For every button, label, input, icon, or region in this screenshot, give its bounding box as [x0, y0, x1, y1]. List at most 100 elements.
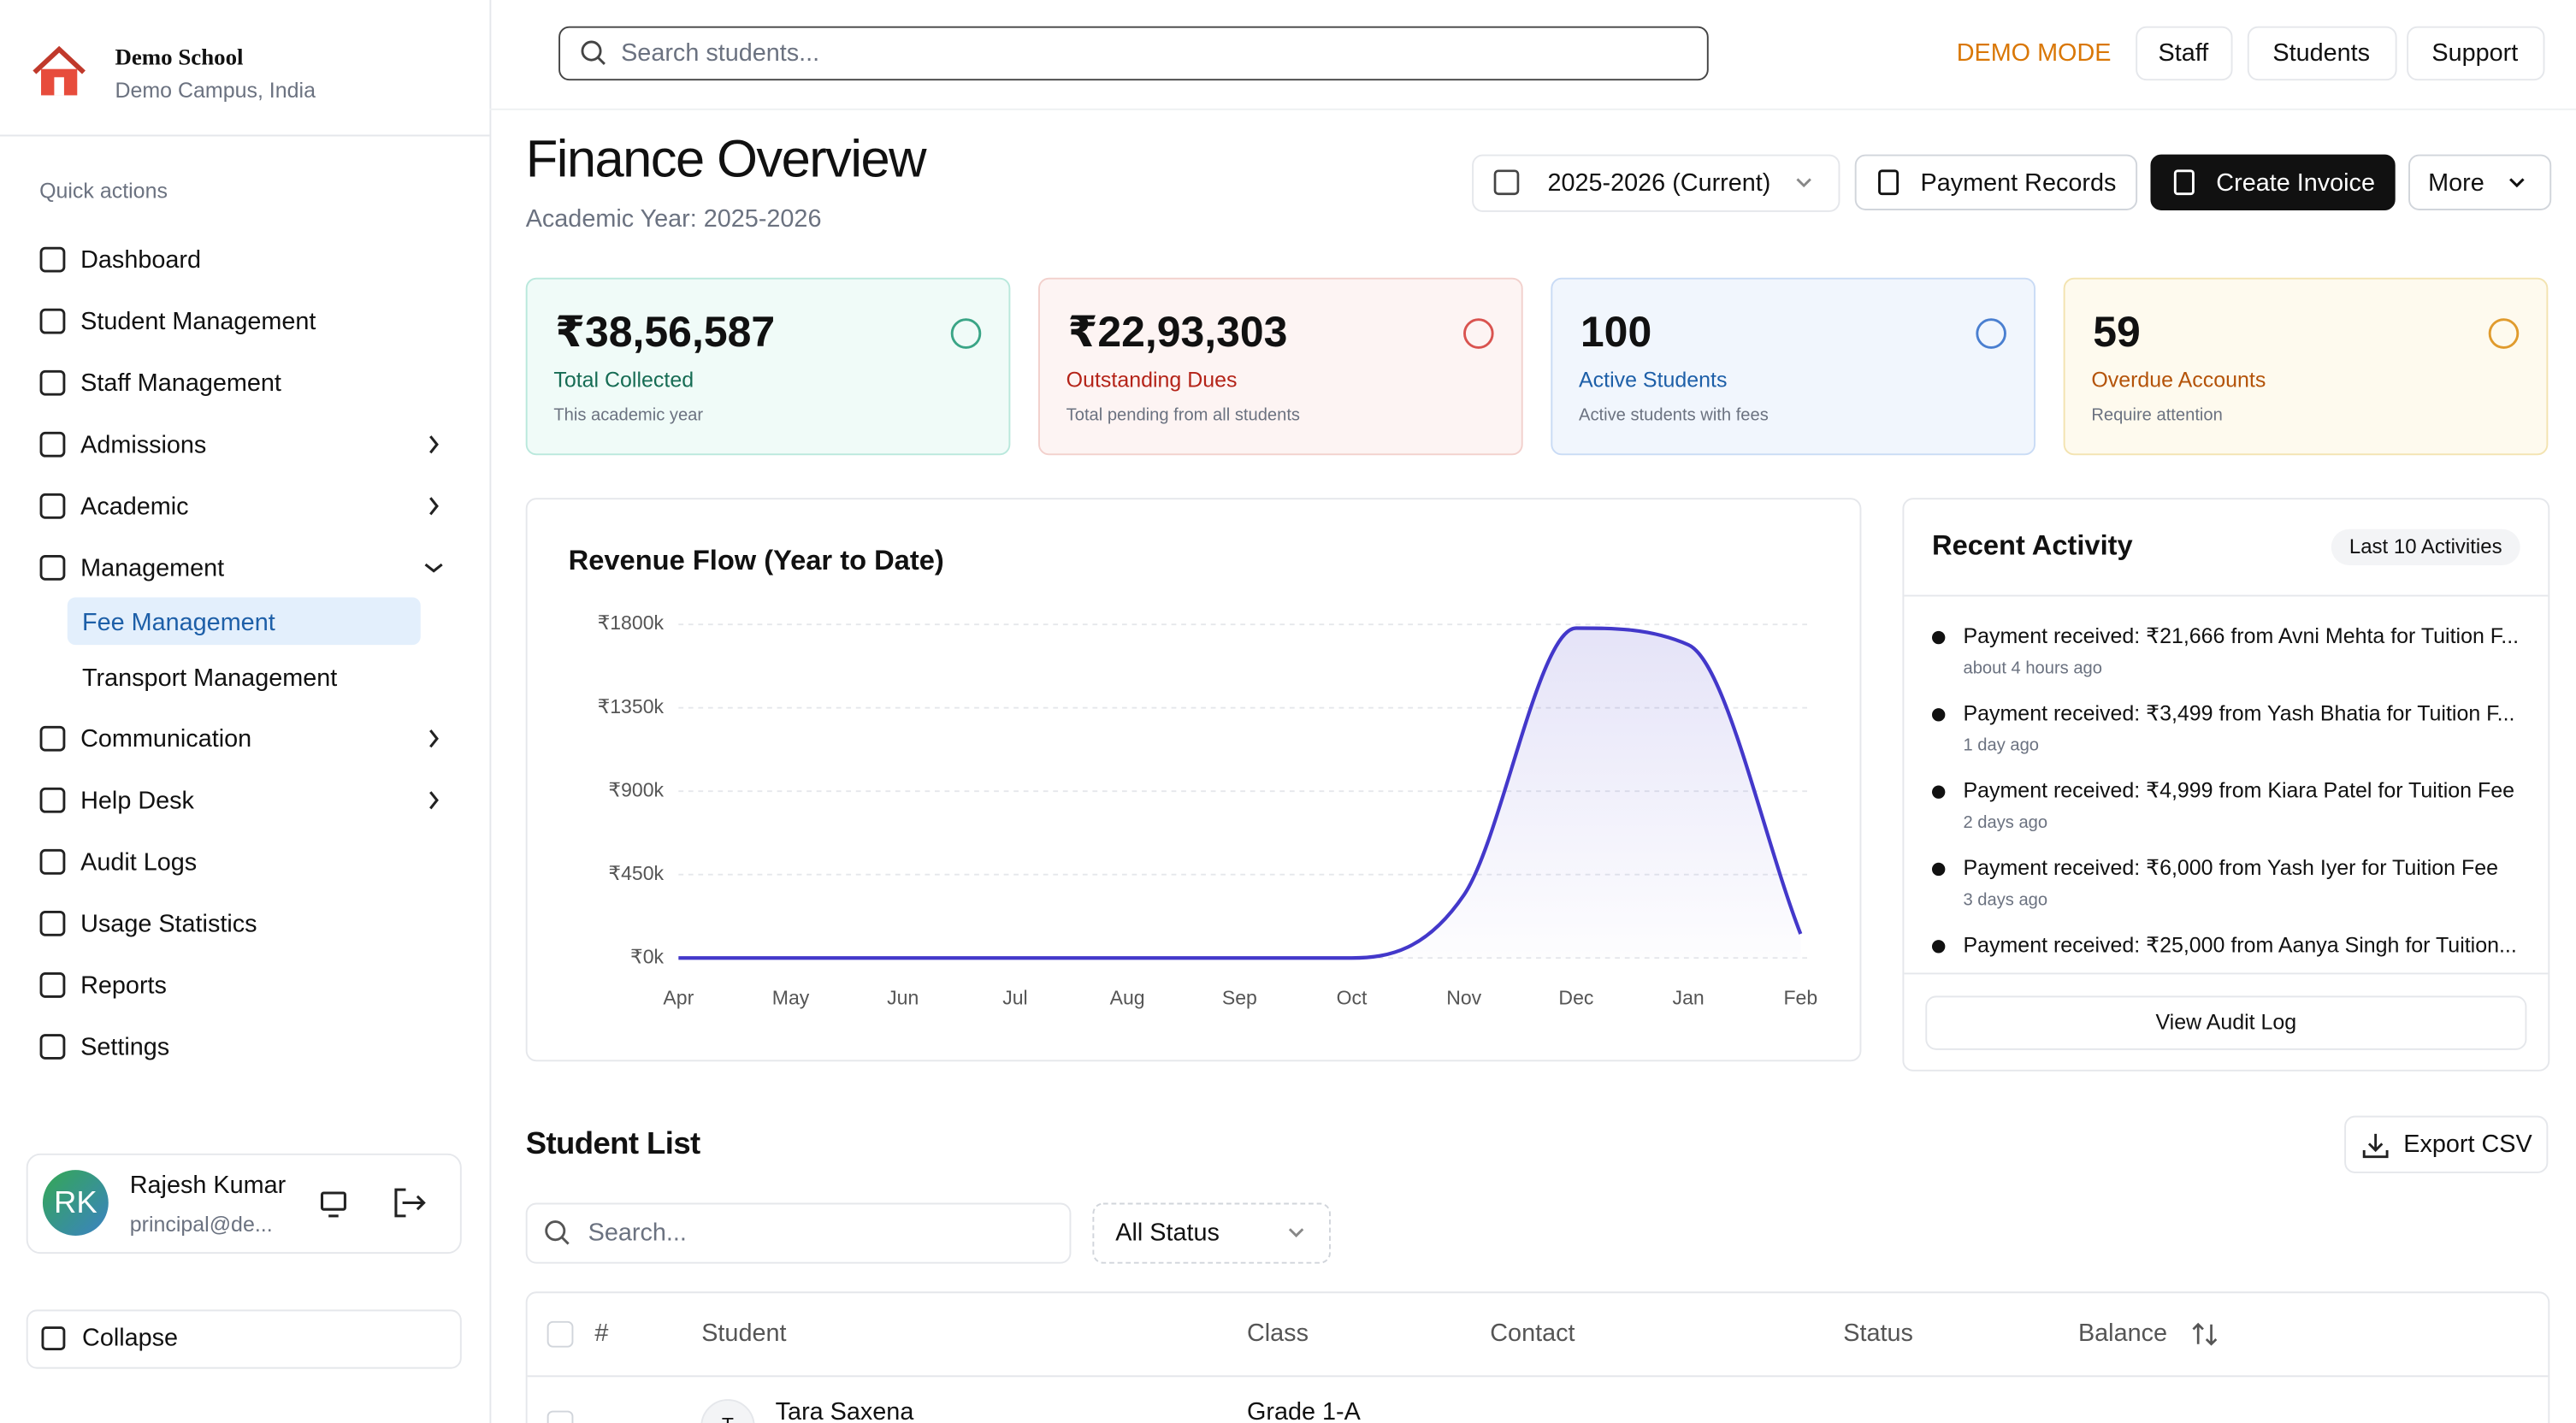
stat-icon [1463, 318, 1494, 349]
chart: ₹0k ₹450k ₹900k ₹1350k ₹1800k Apr May Jun Jul Aug… [598, 611, 1818, 1008]
area [678, 628, 1801, 959]
nav-sub-label: Fee Management [82, 609, 275, 636]
user-email: principal@de... [130, 1213, 273, 1237]
chevron [429, 791, 439, 810]
x-tick-label: Dec [1558, 986, 1593, 1008]
activity-badge-label: Last 10 Activities [2349, 535, 2502, 558]
logo [32, 45, 86, 96]
top-link-button[interactable] [2136, 26, 2233, 81]
top-links: Staff Students Support [2136, 26, 2545, 81]
page-title: Finance Overview [526, 129, 927, 188]
logo-door [54, 77, 64, 96]
stat-card [1551, 277, 2036, 456]
school-location: Demo Campus, India [115, 79, 316, 103]
nav-icon [39, 787, 66, 813]
search-icon [545, 1220, 566, 1242]
nav: Dashboard Student Management Staff Managem… [39, 246, 443, 1061]
top-link-button[interactable] [2247, 26, 2397, 81]
status-filter[interactable] [1092, 1202, 1331, 1264]
line [678, 626, 1803, 960]
nav-label: Academic [80, 493, 188, 520]
student-avatar [700, 1399, 755, 1423]
x-tick-label: Oct [1337, 986, 1368, 1008]
activity-title: Recent Activity [1932, 528, 2133, 560]
stat-value: 100 [1580, 308, 1651, 356]
user-name: Rajesh Kumar [130, 1172, 287, 1199]
activity-time: 1 day ago [1963, 736, 2039, 755]
header-button[interactable] [2150, 154, 2396, 210]
stat-label: Active Students [1579, 368, 1727, 392]
header-button[interactable] [2408, 154, 2552, 210]
x-tick-label: Nov [1446, 986, 1481, 1008]
view-audit-button[interactable] [1925, 995, 2527, 1050]
activity-time: 3 days ago [1963, 890, 2047, 909]
export-button[interactable] [2344, 1115, 2549, 1173]
activity-card [1902, 498, 2550, 1072]
stat-note: Require attention [2091, 405, 2222, 424]
collapse-label: Collapse [82, 1325, 178, 1352]
stat-label: Total Collected [553, 368, 694, 392]
demo-mode: DEMO MODE [1957, 39, 2112, 67]
activity-text: Payment received: ₹4,999 from Kiara Pate… [1963, 779, 2514, 803]
bullet [1932, 708, 1946, 722]
logout-icon[interactable] [394, 1188, 426, 1218]
nav-icon [39, 554, 66, 581]
school-name: Demo School [115, 44, 243, 69]
student-table [525, 1291, 2550, 1423]
monitor-screen [320, 1191, 346, 1211]
avatar [42, 1170, 109, 1236]
nav-icon [39, 725, 66, 752]
nav-sub-label: Transport Management [82, 664, 337, 692]
button-icon [1878, 169, 1900, 196]
search-icon [581, 40, 602, 62]
section-title: Quick actions [39, 179, 168, 203]
stat-value: ₹38,56,587 [555, 308, 775, 356]
stat-card [525, 277, 1011, 456]
nav-label: Reports [80, 971, 167, 999]
global-search[interactable] [558, 26, 1709, 81]
bullet [1932, 785, 1946, 799]
collapse-button[interactable] [26, 1309, 462, 1369]
row-checkbox[interactable] [547, 1410, 574, 1423]
header-button-label: More [2428, 169, 2484, 197]
select-all-checkbox[interactable] [547, 1320, 574, 1348]
nav-icon [39, 972, 66, 998]
year-select[interactable] [1472, 154, 1840, 212]
header-buttons: Payment Records Create Invoice More [1854, 154, 2552, 210]
header-button[interactable] [1854, 154, 2138, 210]
y-tick-label: ₹900k [608, 778, 664, 800]
y-tick-label: ₹1350k [598, 695, 665, 717]
top-link-label: Support [2431, 39, 2518, 67]
column-header: # [594, 1320, 608, 1347]
monitor-icon[interactable] [320, 1191, 346, 1218]
top-link-label: Students [2272, 39, 2370, 67]
nav-sub-item-active[interactable] [67, 597, 421, 646]
activity-time: about 4 hours ago [1963, 658, 2101, 677]
nav-icon [39, 246, 66, 273]
stat-label: Outstanding Dues [1066, 368, 1238, 392]
stat-note: Active students with fees [1579, 405, 1769, 424]
nav-icon [39, 369, 66, 396]
export-label: Export CSV [2403, 1131, 2532, 1158]
top-link-label: Staff [2159, 39, 2210, 67]
user-card[interactable] [26, 1153, 462, 1255]
search-placeholder: Search students... [621, 39, 819, 67]
column-header: Status [1843, 1320, 1913, 1347]
chevron [424, 563, 443, 573]
x-tick-label: Apr [663, 986, 694, 1008]
nav-icon [39, 431, 66, 458]
avatar-initials: RK [54, 1184, 97, 1219]
top-link-button[interactable] [2407, 26, 2545, 81]
stat-note: This academic year [553, 405, 703, 424]
sort-icon[interactable] [2192, 1322, 2218, 1346]
student-name: Tara Saxena [776, 1398, 915, 1423]
nav-icon [39, 1034, 66, 1060]
nav-label: Help Desk [80, 787, 194, 814]
column-header: Class [1247, 1320, 1309, 1347]
student-search[interactable] [525, 1202, 1072, 1264]
x-tick-label: Feb [1783, 986, 1817, 1008]
nav-icon [39, 493, 66, 519]
x-tick-label: May [772, 986, 810, 1008]
logout-arrow [402, 1195, 426, 1211]
